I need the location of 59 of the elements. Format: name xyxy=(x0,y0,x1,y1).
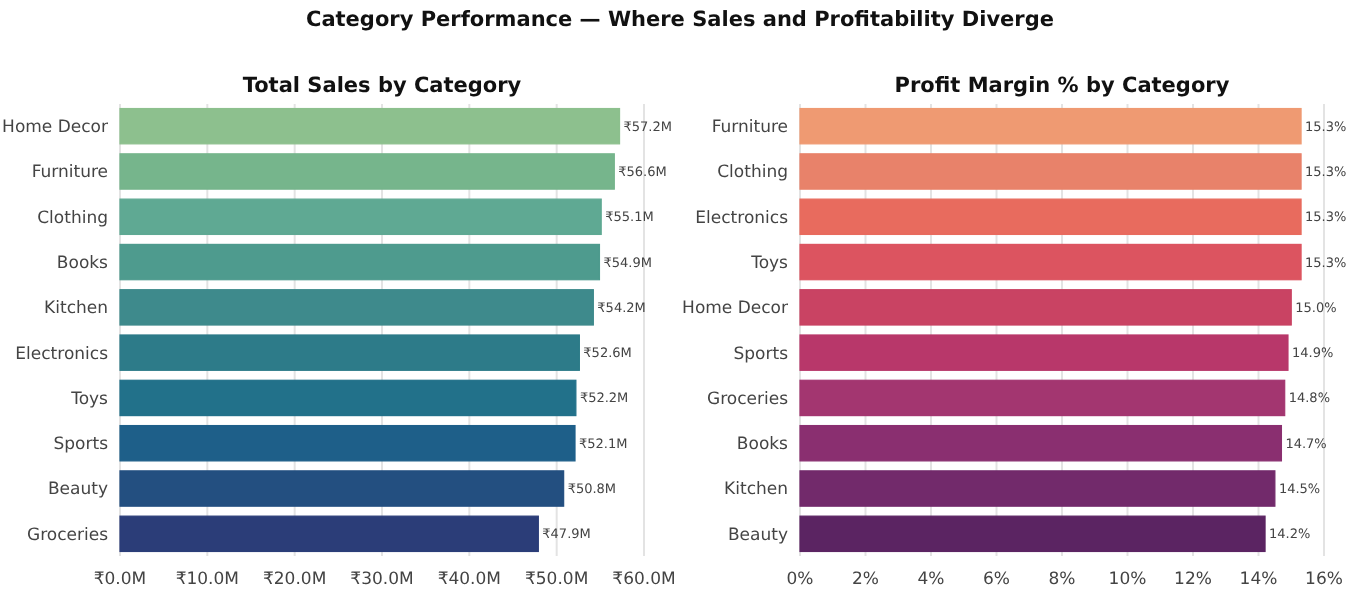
y-tick-label: Toys xyxy=(69,389,110,410)
y-tick-label: Clothing xyxy=(37,208,108,229)
bar xyxy=(799,153,1302,190)
bar xyxy=(119,289,594,326)
x-tick-label: ₹20.0M xyxy=(262,570,327,590)
bar xyxy=(119,243,601,281)
bar xyxy=(119,424,576,462)
y-tick-label: Beauty xyxy=(727,525,788,546)
bar xyxy=(799,334,1289,371)
bar xyxy=(119,515,539,553)
bar xyxy=(799,470,1276,507)
bar xyxy=(799,424,1283,462)
chart-title: Profit Margin % by Category xyxy=(894,74,1230,98)
x-tick-label: 2% xyxy=(852,570,879,590)
bar xyxy=(799,289,1292,326)
bar xyxy=(799,515,1266,553)
y-tick-label: Toys xyxy=(749,254,790,275)
x-tick-label: 10% xyxy=(1108,570,1147,590)
y-tick-label: Sports xyxy=(53,435,110,456)
x-tick-label: ₹0.0M xyxy=(93,570,147,590)
y-tick-label: Books xyxy=(56,254,110,275)
y-tick-label: Groceries xyxy=(26,525,110,546)
y-tick-label: Kitchen xyxy=(724,480,788,501)
x-tick-label: 4% xyxy=(917,570,945,590)
bar xyxy=(799,379,1286,417)
bar xyxy=(799,243,1302,281)
x-tick-label: ₹60.0M xyxy=(612,570,676,590)
bar xyxy=(119,379,577,417)
x-tick-label: 8% xyxy=(1048,570,1076,590)
x-tick-label: 16% xyxy=(1305,570,1343,590)
chart-title: Total Sales by Category xyxy=(242,74,522,98)
y-tick-label: Home Decor xyxy=(2,118,109,139)
y-tick-label: Beauty xyxy=(47,480,108,501)
y-tick-label: Electronics xyxy=(695,208,790,229)
bar xyxy=(799,198,1302,236)
bar xyxy=(119,107,621,145)
text: Category Performance — Where Sales and Profitability Diverge xyxy=(306,8,1054,32)
y-tick-label: Clothing xyxy=(717,163,788,184)
x-tick-label: 6% xyxy=(983,570,1010,590)
bar xyxy=(119,470,565,507)
x-tick-label: 0% xyxy=(786,570,814,590)
y-tick-label: Electronics xyxy=(15,344,110,365)
y-tick-label: Sports xyxy=(733,344,790,365)
x-tick-label: ₹50.0M xyxy=(524,570,589,590)
y-tick-label: Furniture xyxy=(711,118,788,139)
y-tick-label: Furniture xyxy=(31,163,108,184)
x-tick-label: 12% xyxy=(1174,570,1212,590)
x-tick-label: ₹40.0M xyxy=(437,570,502,590)
y-tick-label: Kitchen xyxy=(44,299,108,320)
x-tick-label: 14% xyxy=(1239,570,1278,590)
x-tick-label: ₹30.0M xyxy=(350,570,414,590)
y-tick-label: Books xyxy=(736,435,790,456)
bar xyxy=(119,198,602,236)
bar xyxy=(119,153,615,190)
y-tick-label: Home Decor xyxy=(682,299,789,320)
bar xyxy=(119,334,580,371)
x-tick-label: ₹10.0M xyxy=(175,570,240,590)
y-tick-label: Groceries xyxy=(706,389,790,410)
bar xyxy=(799,107,1302,145)
